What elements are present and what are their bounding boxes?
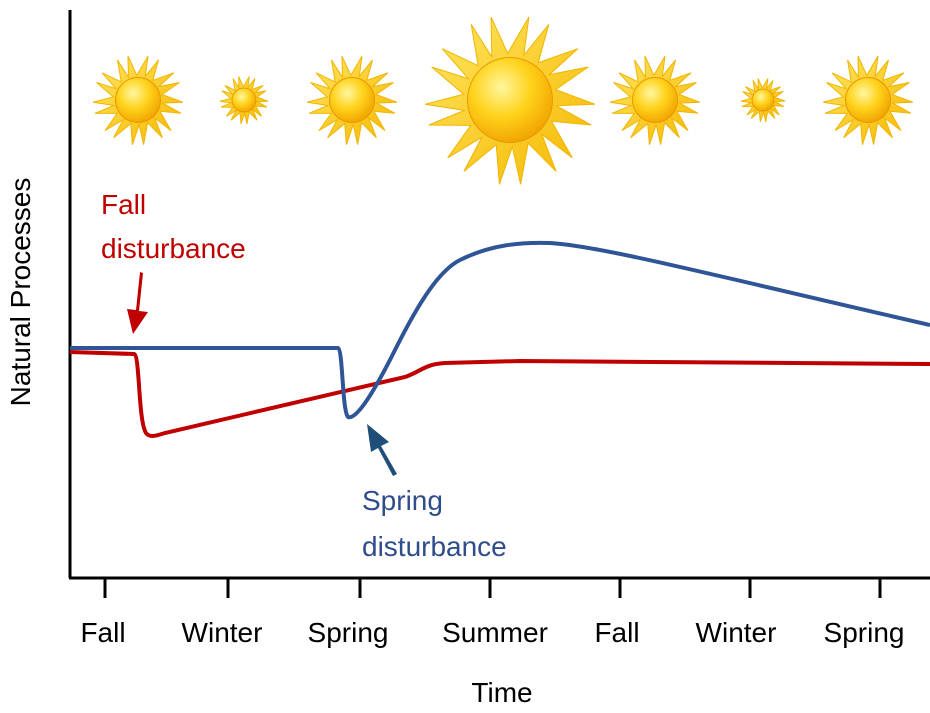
sun-disc <box>115 77 161 123</box>
spring-annotation: Spring <box>362 485 443 516</box>
suns <box>92 16 914 185</box>
x-tick-label: Fall <box>594 617 639 648</box>
sun-disc <box>231 87 257 113</box>
fall-annotation: Fall <box>101 189 146 220</box>
fall-curve <box>69 350 930 438</box>
sun-disc <box>632 77 678 123</box>
fall-arrow <box>127 272 148 334</box>
x-axis-label: Time <box>471 677 532 708</box>
spring-annotation: disturbance <box>362 531 507 562</box>
x-tick-label: Winter <box>696 617 777 648</box>
x-ticks: Fall Winter Spring Summer Fall Winter Spring <box>80 578 904 648</box>
spring-curve <box>70 240 930 420</box>
sun-disc <box>751 88 775 112</box>
x-tick-label: Summer <box>442 617 548 648</box>
x-tick-label: Winter <box>182 617 263 648</box>
x-tick-label: Spring <box>308 617 389 648</box>
sun-disc <box>329 77 375 123</box>
fall-annotation: disturbance <box>101 233 246 264</box>
y-axis-label: Natural Processes <box>5 178 36 407</box>
x-tick-label: Fall <box>80 617 125 648</box>
spring-arrow <box>367 424 397 476</box>
x-tick-label: Spring <box>824 617 905 648</box>
sun-disc <box>845 77 891 123</box>
sun-disc <box>467 57 553 143</box>
